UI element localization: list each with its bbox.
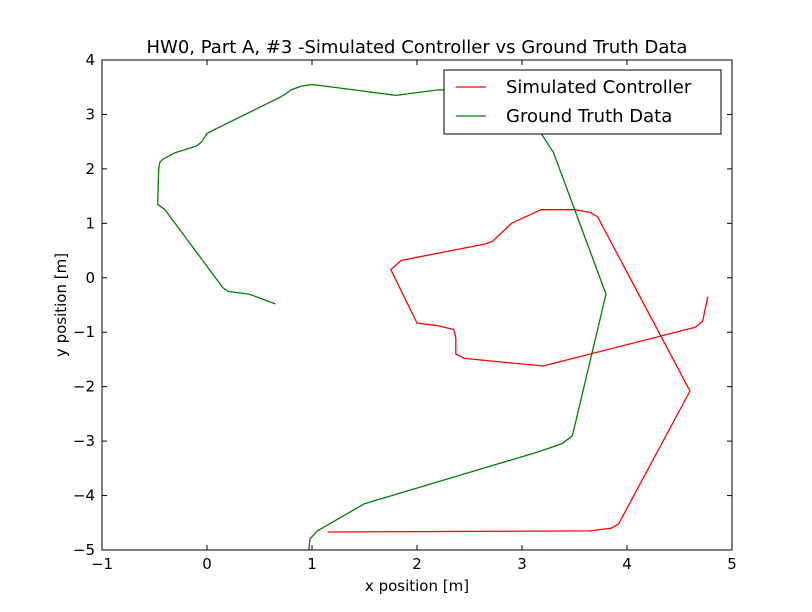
legend: Simulated Controller Ground Truth Data — [443, 69, 722, 135]
y-tick-label: −3 — [73, 432, 95, 450]
y-tick-label: −1 — [73, 323, 95, 341]
legend-box — [443, 69, 722, 135]
x-tick-label: 4 — [622, 555, 632, 573]
y-tick-label: −2 — [73, 378, 95, 396]
series-line-ground-truth-data — [157, 83, 607, 550]
y-tick-label: 4 — [85, 51, 95, 69]
y-tick-label: 0 — [85, 269, 95, 287]
series-layer — [157, 83, 709, 550]
series-line-simulated-controller — [327, 209, 709, 533]
y-tick-label: −4 — [73, 487, 95, 505]
x-tick-label: 2 — [412, 555, 422, 573]
y-axis-label: y position [m] — [52, 253, 70, 357]
y-tick-label: 3 — [85, 105, 95, 123]
x-tick-label: −1 — [91, 555, 113, 573]
x-axis-label: x position [m] — [365, 577, 469, 595]
x-tick-label: 5 — [727, 555, 737, 573]
x-tick-label: 0 — [202, 555, 212, 573]
y-tick-label: 1 — [85, 214, 95, 232]
ticks-layer: −1 0 1 2 3 4 5 −5 −4 −3 −2 −1 0 1 2 3 4 — [73, 51, 737, 573]
y-tick-label: −5 — [73, 541, 95, 559]
chart-title: HW0, Part A, #3 -Simulated Controller vs… — [147, 37, 688, 58]
y-tick-label: 2 — [85, 160, 95, 178]
x-tick-label: 3 — [517, 555, 527, 573]
legend-label-ground-truth-data: Ground Truth Data — [506, 106, 672, 127]
legend-label-simulated-controller: Simulated Controller — [506, 77, 692, 98]
x-tick-label: 1 — [307, 555, 317, 573]
